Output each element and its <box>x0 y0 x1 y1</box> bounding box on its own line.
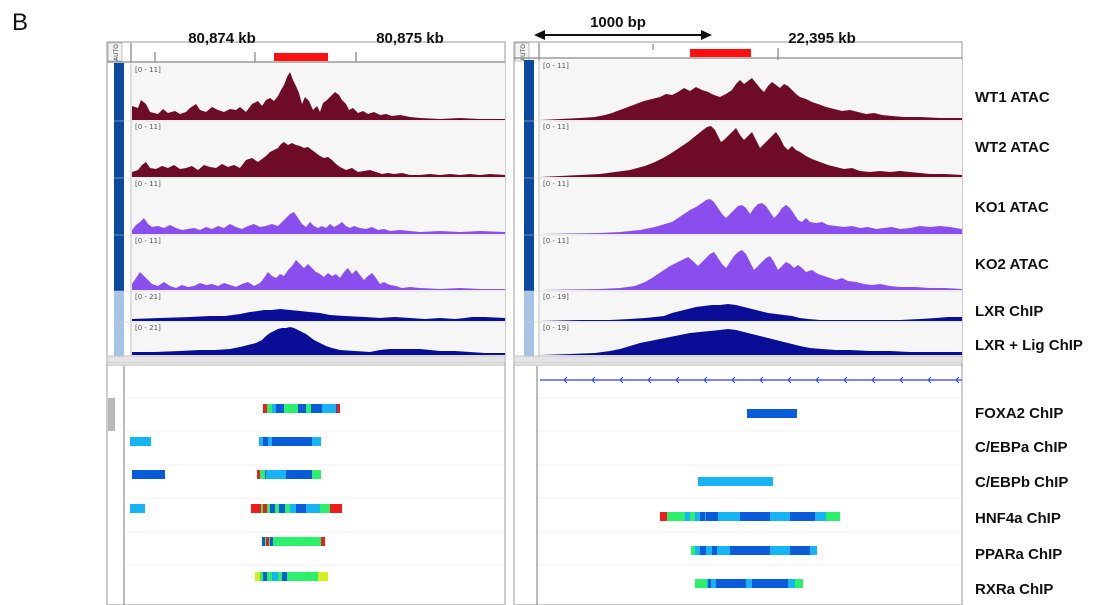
right-divider[interactable] <box>513 355 963 364</box>
right-coord-label: 22,395 kb <box>788 30 856 47</box>
wt2-atac-signal-left <box>132 142 505 177</box>
scale-arrow-left-icon <box>534 30 545 40</box>
track-range: [0 - 19] <box>543 324 569 332</box>
lxr-lig-chip-signal-left <box>132 327 505 355</box>
right-panel: AUTO 1000 bp 22,395 kb [0 - 11 <box>513 14 963 605</box>
cebpb-feature-right <box>698 477 773 486</box>
ko2-atac-signal-left <box>132 260 505 290</box>
left-coord-label: 80,874 kb <box>188 30 256 47</box>
track-range: [0 - 19] <box>543 293 569 301</box>
track-range: [0 - 11] <box>543 62 569 70</box>
scale-bar: 1000 bp <box>534 14 712 40</box>
rxra-feature-right <box>695 579 803 588</box>
panel-letter: B <box>12 9 28 36</box>
cebpb-feature-left <box>132 470 321 479</box>
left-sidebar-chip[interactable] <box>114 291 124 356</box>
pparа-feature-left <box>262 537 325 546</box>
wt2-atac-signal-right <box>540 126 962 177</box>
lxr-chip-signal-right <box>540 304 962 321</box>
track-range: [0 - 11] <box>135 66 161 74</box>
right-ruler: 22,395 kb <box>514 30 962 62</box>
left-data-area <box>132 63 505 356</box>
feature-label-cebpb: C/EBPb ChIP <box>975 474 1068 491</box>
feature-label-hnf4a: HNF4a ChIP <box>975 510 1061 527</box>
left-autoscale-box[interactable] <box>107 42 123 62</box>
left-autoscale-label: AUTO <box>113 44 120 61</box>
track-label-ko2-atac: KO2 ATAC <box>975 256 1049 273</box>
track-range: [0 - 21] <box>135 324 161 332</box>
ko1-atac-signal-right <box>540 199 962 234</box>
track-range: [0 - 11] <box>543 123 569 131</box>
foxa2-feature-right <box>747 409 797 418</box>
right-autoscale-label: AUTO <box>520 44 527 61</box>
left-region-marker <box>274 53 328 61</box>
track-range: [0 - 11] <box>543 237 569 245</box>
gene-track-right <box>540 376 962 384</box>
track-label-lxr-chip: LXR ChIP <box>975 303 1043 320</box>
left-divider[interactable] <box>106 355 506 364</box>
hnf4a-feature-right <box>660 512 840 521</box>
lxr-chip-signal-left <box>132 309 505 321</box>
left-panel: AUTO 80,874 kb 80,875 kb [0 - 11] [0 - <box>106 30 506 605</box>
feature-labels: FOXA2 ChIP C/EBPa ChIP C/EBPb ChIP HNF4a… <box>975 405 1068 598</box>
ppara-feature-right <box>691 546 817 555</box>
track-label-wt1-atac: WT1 ATAC <box>975 89 1050 106</box>
right-autoscale-box[interactable] <box>514 42 530 62</box>
left-sidebar-atac[interactable] <box>114 63 124 291</box>
feature-label-foxa2: FOXA2 ChIP <box>975 405 1063 422</box>
feature-label-ppara: PPARa ChIP <box>975 546 1062 563</box>
scale-bar-label: 1000 bp <box>590 14 646 31</box>
track-range: [0 - 11] <box>135 180 161 188</box>
rxra-feature-left <box>255 572 328 581</box>
hnf4a-feature-left <box>130 504 342 513</box>
scale-arrow-right-icon <box>701 30 712 40</box>
track-label-wt2-atac: WT2 ATAC <box>975 139 1050 156</box>
right-sidebar-chip[interactable] <box>524 291 534 356</box>
track-labels: WT1 ATAC WT2 ATAC KO1 ATAC KO2 ATAC LXR … <box>975 89 1083 354</box>
left-ruler: 80,874 kb 80,875 kb <box>107 30 505 63</box>
wt1-atac-signal-right <box>540 78 962 120</box>
track-label-ko1-atac: KO1 ATAC <box>975 199 1049 216</box>
left-sidebar-gap <box>124 63 131 356</box>
left-scroll-handle[interactable] <box>108 398 115 431</box>
left-coord-label: 80,875 kb <box>376 30 444 47</box>
ko2-atac-signal-right <box>540 250 962 290</box>
cebpa-feature-left <box>130 437 321 446</box>
wt1-atac-signal-left <box>132 72 505 120</box>
feature-label-rxra: RXRa ChIP <box>975 581 1053 598</box>
track-range: [0 - 11] <box>543 180 569 188</box>
right-region-marker <box>690 49 751 57</box>
feature-label-cebpa: C/EBPa ChIP <box>975 439 1068 456</box>
track-range: [0 - 21] <box>135 293 161 301</box>
right-sidebar-atac[interactable] <box>524 60 534 291</box>
track-label-lxr-lig-chip: LXR + Lig ChIP <box>975 337 1083 354</box>
foxa2-feature-left <box>263 404 340 413</box>
track-range: [0 - 11] <box>135 123 161 131</box>
ko1-atac-signal-left <box>132 212 505 234</box>
track-range: [0 - 11] <box>135 237 161 245</box>
lxr-lig-chip-signal-right <box>540 329 962 355</box>
